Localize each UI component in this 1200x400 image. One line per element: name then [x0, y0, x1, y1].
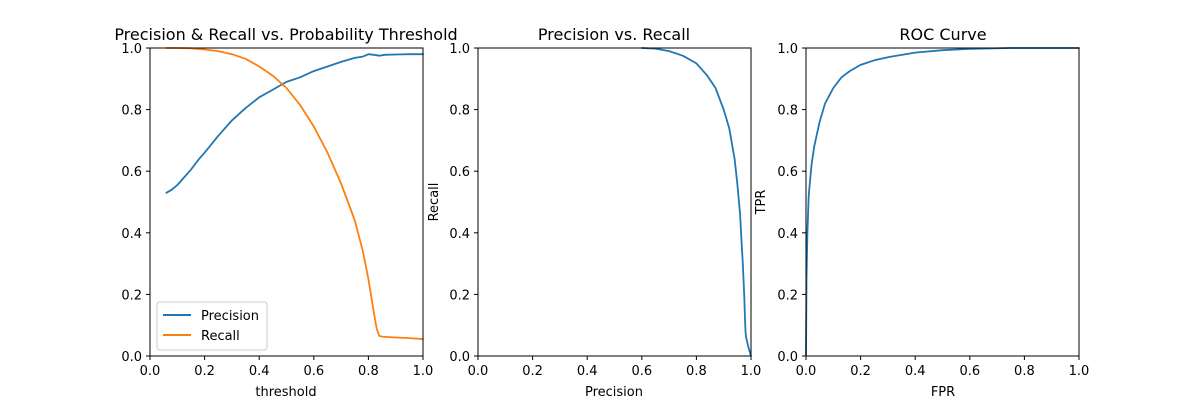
- roc-plot-ytick-label: 1.0: [777, 42, 798, 57]
- threshold-plot-ytick-label: 0.4: [121, 227, 142, 242]
- threshold-plot-xtick-label: 1.0: [413, 364, 434, 379]
- threshold-plot-series-recall-line: [165, 47, 424, 341]
- threshold-plot-title: Precision & Recall vs. Probability Thres…: [114, 25, 457, 44]
- threshold-plot: Precision & Recall vs. Probability Thres…: [114, 25, 457, 400]
- roc-plot-xtick-label: 0.4: [905, 364, 926, 379]
- threshold-plot-xlabel: threshold: [255, 385, 316, 400]
- precision-recall-plot-ytick-label: 1.0: [449, 42, 470, 57]
- precision-recall-plot-xtick-label: 0.2: [522, 364, 543, 379]
- precision-recall-plot-ytick-label: 0.0: [449, 350, 470, 365]
- threshold-plot-ytick-label: 0.6: [121, 165, 142, 180]
- precision-recall-plot-ytick-label: 0.6: [449, 165, 470, 180]
- threshold-plot-series-precision-line: [165, 53, 424, 194]
- threshold-plot-xtick-label: 0.8: [358, 364, 379, 379]
- precision-recall-plot-title: Precision vs. Recall: [538, 25, 690, 44]
- roc-plot-ytick-label: 0.8: [777, 104, 798, 119]
- roc-plot: ROC Curve FPR TPR 0.0 0.2 0.4 0.6 0.8 1.0 0.0 0…: [754, 25, 1089, 400]
- precision-recall-plot-ytick-label: 0.4: [449, 227, 470, 242]
- precision-recall-plot-xtick-label: 0.4: [577, 364, 598, 379]
- precision-recall-plot-xtick-label: 0.6: [631, 364, 652, 379]
- roc-plot-xtick-label: 0.2: [850, 364, 871, 379]
- threshold-plot-xtick-label: 0.4: [249, 364, 270, 379]
- precision-recall-plot-xlabel: Precision: [585, 385, 643, 400]
- precision-recall-plot-xtick-label: 0.0: [468, 364, 489, 379]
- threshold-plot-xtick-label: 0.2: [194, 364, 215, 379]
- precision-recall-plot-ytick-label: 0.8: [449, 104, 470, 119]
- roc-plot-ytick-label: 0.0: [777, 350, 798, 365]
- threshold-plot-xtick-label: 0.6: [303, 364, 324, 379]
- roc-plot-title: ROC Curve: [899, 25, 986, 44]
- precision-recall-plot-series-pr-line: [640, 47, 752, 357]
- precision-recall-plot-xtick-label: 1.0: [741, 364, 762, 379]
- threshold-plot-ytick-label: 0.0: [121, 350, 142, 365]
- precision-recall-plot-ylabel: Recall: [427, 183, 442, 222]
- threshold-plot-ytick-label: 1.0: [121, 42, 142, 57]
- threshold-plot-ytick-label: 0.2: [121, 288, 142, 303]
- roc-plot-ytick-label: 0.4: [777, 227, 798, 242]
- precision-recall-plot-ytick-label: 0.2: [449, 288, 470, 303]
- roc-plot-ylabel: TPR: [754, 190, 769, 216]
- roc-plot-ytick-label: 0.2: [777, 288, 798, 303]
- precision-recall-plot-xtick-label: 0.8: [686, 364, 707, 379]
- roc-plot-ytick-label: 0.6: [777, 165, 798, 180]
- roc-plot-xtick-label: 0.8: [1014, 364, 1035, 379]
- legend-recall-label: Recall: [201, 329, 240, 344]
- roc-plot-xtick-label: 0.6: [959, 364, 980, 379]
- roc-plot-xtick-label: 0.0: [796, 364, 817, 379]
- roc-plot-series-roc-line: [805, 47, 1080, 357]
- roc-plot-xtick-label: 1.0: [1069, 364, 1090, 379]
- precision-recall-plot: Precision vs. Recall Precision Recall 0.…: [427, 25, 761, 400]
- threshold-plot-ytick-label: 0.8: [121, 104, 142, 119]
- roc-plot-xlabel: FPR: [931, 385, 955, 400]
- threshold-plot-xtick-label: 0.0: [140, 364, 161, 379]
- legend-precision-label: Precision: [201, 309, 259, 324]
- threshold-plot-legend: Precision Recall: [156, 301, 268, 351]
